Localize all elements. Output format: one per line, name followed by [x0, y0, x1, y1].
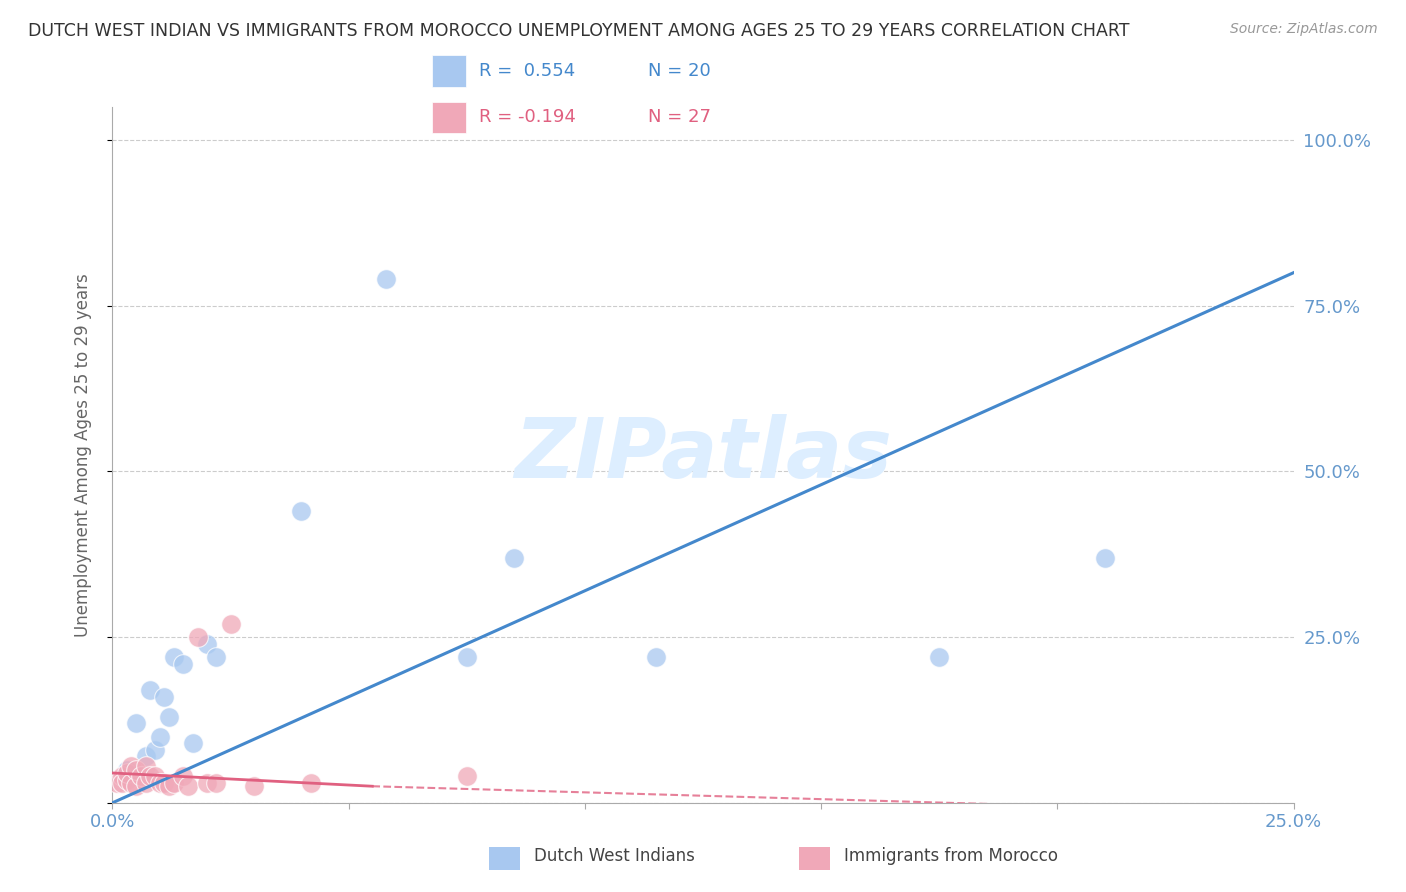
Point [290, 504, 312, 518]
Point [243, 779, 266, 793]
Point [456, 650, 478, 665]
Point [125, 716, 148, 731]
Text: N = 27: N = 27 [648, 108, 711, 126]
Text: R =  0.554: R = 0.554 [479, 62, 575, 80]
Point [172, 769, 194, 783]
Point [105, 776, 128, 790]
Bar [432, 55, 465, 87]
Text: DUTCH WEST INDIAN VS IMMIGRANTS FROM MOROCCO UNEMPLOYMENT AMONG AGES 25 TO 29 YE: DUTCH WEST INDIAN VS IMMIGRANTS FROM MOR… [28, 22, 1129, 40]
Point [143, 743, 166, 757]
Text: Source: ZipAtlas.com: Source: ZipAtlas.com [1230, 22, 1378, 37]
Point [115, 772, 138, 787]
Bar [432, 102, 465, 133]
Point [115, 763, 138, 777]
Point [186, 630, 208, 644]
Point [503, 550, 526, 565]
Text: ZIPatlas: ZIPatlas [515, 415, 891, 495]
Point [139, 769, 162, 783]
Point [163, 776, 186, 790]
Point [172, 657, 194, 671]
Text: Immigrants from Morocco: Immigrants from Morocco [844, 847, 1057, 865]
Point [120, 759, 142, 773]
Point [195, 637, 218, 651]
Point [205, 776, 228, 790]
Text: R = -0.194: R = -0.194 [479, 108, 576, 126]
Point [456, 769, 478, 783]
Point [181, 736, 204, 750]
Point [1094, 550, 1116, 565]
Point [120, 776, 142, 790]
Point [135, 749, 157, 764]
Text: Dutch West Indians: Dutch West Indians [534, 847, 695, 865]
Point [153, 690, 176, 704]
Point [205, 650, 228, 665]
Point [928, 650, 950, 665]
Point [125, 779, 148, 793]
Point [219, 616, 242, 631]
Point [195, 776, 218, 790]
Point [111, 769, 134, 783]
Point [139, 683, 162, 698]
Point [163, 650, 186, 665]
Point [149, 776, 172, 790]
Point [149, 730, 172, 744]
Point [135, 759, 157, 773]
Point [143, 769, 166, 783]
Text: N = 20: N = 20 [648, 62, 710, 80]
Point [135, 776, 157, 790]
Point [115, 766, 138, 780]
Y-axis label: Unemployment Among Ages 25 to 29 years: Unemployment Among Ages 25 to 29 years [73, 273, 91, 637]
Point [177, 779, 200, 793]
Point [111, 776, 134, 790]
Point [153, 776, 176, 790]
Point [375, 272, 398, 286]
Point [125, 763, 148, 777]
Point [129, 769, 152, 783]
Point [299, 776, 322, 790]
Point [157, 779, 180, 793]
Point [644, 650, 666, 665]
Point [157, 709, 180, 723]
